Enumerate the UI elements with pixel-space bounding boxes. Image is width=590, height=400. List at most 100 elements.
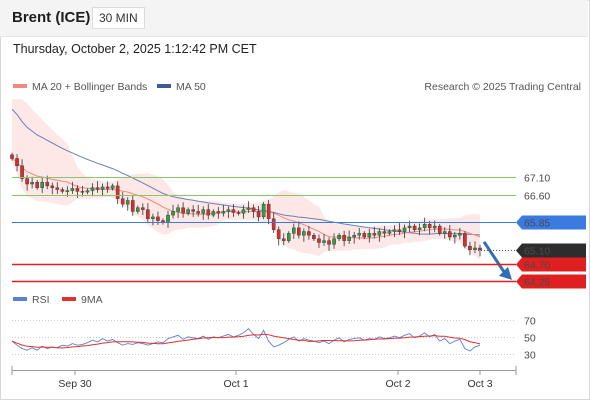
- candle-body-33: [176, 207, 180, 212]
- rsi-tick-1: 50: [524, 333, 536, 345]
- candle-body-17: [95, 187, 100, 190]
- rsi-legend: RSI 9MA: [13, 294, 103, 306]
- candle-body-59: [307, 231, 311, 236]
- candle-body-16: [90, 187, 95, 191]
- candle-body-92: [473, 247, 477, 251]
- candle-body-87: [448, 231, 452, 238]
- candle-body-65: [337, 234, 341, 240]
- candle-body-3: [25, 178, 29, 185]
- candle-body-11: [65, 190, 70, 192]
- candle-body-21: [115, 185, 120, 199]
- candle-body-42: [221, 211, 226, 214]
- timestamp: Thursday, October 2, 2025 1:12:42 PM CET: [13, 42, 257, 56]
- candle-body-68: [352, 234, 356, 238]
- bollinger-band: [12, 99, 480, 260]
- candle-body-40: [211, 211, 216, 216]
- candle-body-12: [70, 188, 75, 191]
- interval-selector[interactable]: 30 MIN: [92, 7, 145, 29]
- candle-body-80: [412, 225, 417, 230]
- chart-header: Brent (ICE) 30 MIN: [0, 0, 588, 37]
- candle-body-23: [125, 200, 130, 205]
- legend-swatch-rsi: [13, 297, 27, 301]
- legend-swatch-ma50: [157, 84, 171, 88]
- candle-body-35: [186, 209, 190, 214]
- candle-body-86: [442, 231, 447, 234]
- candle-body-7: [45, 182, 50, 187]
- candle-body-69: [357, 233, 362, 236]
- candle-body-61: [317, 238, 321, 243]
- x-tick-label-3: Oct 3: [467, 378, 492, 390]
- candle-body-79: [407, 225, 412, 229]
- support-label-5: 64.25: [524, 277, 550, 289]
- main-legend: MA 20 + Bollinger Bands MA 50 Research ©…: [13, 81, 581, 93]
- candle-body-64: [332, 238, 336, 245]
- candle-body-20: [110, 185, 115, 189]
- candle-body-10: [60, 189, 65, 192]
- candle-body-75: [387, 231, 392, 234]
- resistance-label-1: 66.60: [524, 191, 550, 203]
- main-plot-area: [10, 99, 512, 280]
- legend-ma20: MA 20 + Bollinger Bands: [32, 81, 147, 93]
- candle-body-70: [362, 233, 367, 238]
- candle-body-49: [256, 211, 261, 218]
- candle-body-13: [75, 188, 80, 192]
- candle-body-53: [276, 229, 281, 240]
- candle-body-0: [10, 154, 14, 159]
- candle-body-45: [236, 212, 241, 214]
- candle-body-54: [281, 238, 286, 241]
- candle-body-63: [327, 240, 331, 245]
- candle-body-14: [80, 191, 85, 193]
- legend-swatch-9ma: [62, 297, 76, 301]
- candle-body-43: [226, 209, 231, 212]
- candle-body-38: [201, 209, 206, 214]
- rsi-tick-0: 70: [524, 316, 536, 328]
- legend-rsi: RSI: [32, 294, 50, 306]
- candle-body-44: [231, 209, 236, 213]
- candle-body-83: [427, 224, 432, 229]
- candle-body-74: [382, 231, 387, 234]
- candle-body-2: [20, 165, 24, 179]
- candle-body-58: [302, 231, 306, 236]
- x-tick-label-1: Oct 1: [223, 378, 248, 390]
- candle-body-76: [392, 229, 397, 232]
- credit-text: Research © 2025 Trading Central: [424, 81, 581, 93]
- candle-body-22: [120, 198, 125, 205]
- legend-swatch-ma20: [13, 84, 27, 88]
- x-tick-label-0: Sep 30: [58, 378, 91, 390]
- candle-body-28: [151, 216, 155, 219]
- candle-body-36: [191, 209, 195, 212]
- candle-body-9: [55, 187, 60, 190]
- support-tag-4: [516, 257, 586, 272]
- projection-arrow-shaft: [482, 240, 506, 273]
- candle-body-62: [322, 240, 326, 243]
- candle-body-82: [422, 224, 427, 229]
- candle-body-55: [286, 233, 291, 241]
- candle-body-93: [478, 247, 482, 251]
- ma50-line: [11, 108, 481, 236]
- candle-body-39: [206, 209, 211, 216]
- candle-body-41: [216, 211, 221, 214]
- candle-body-29: [156, 216, 160, 221]
- candle-body-51: [266, 203, 271, 219]
- last-price-tag: [516, 243, 586, 258]
- candle-body-1: [15, 158, 19, 166]
- candle-body-15: [85, 190, 90, 193]
- candle-body-4: [30, 182, 34, 185]
- rsi-9ma-line: [11, 333, 481, 349]
- candle-body-60: [312, 234, 316, 240]
- candles: [10, 152, 482, 257]
- candle-body-19: [105, 186, 110, 189]
- candle-body-90: [463, 233, 467, 247]
- support-tag-5: [516, 274, 586, 289]
- candle-body-67: [347, 236, 351, 241]
- last-price-label: 65.10: [524, 246, 550, 258]
- candle-body-50: [261, 203, 266, 218]
- candle-body-5: [35, 182, 39, 188]
- candle-body-88: [453, 234, 457, 238]
- candle-body-89: [458, 233, 462, 236]
- instrument-title: Brent (ICE): [12, 9, 91, 26]
- candle-body-71: [367, 233, 372, 238]
- candle-body-52: [271, 218, 276, 230]
- candle-body-81: [417, 227, 422, 230]
